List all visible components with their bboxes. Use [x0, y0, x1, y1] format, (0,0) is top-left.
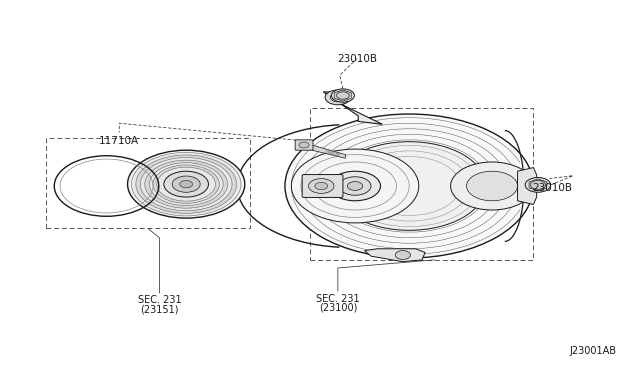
Circle shape — [285, 114, 534, 258]
Circle shape — [467, 171, 518, 201]
FancyBboxPatch shape — [454, 201, 472, 208]
FancyBboxPatch shape — [346, 164, 364, 171]
FancyBboxPatch shape — [369, 214, 387, 221]
Circle shape — [140, 158, 232, 211]
FancyBboxPatch shape — [401, 218, 418, 226]
Text: 23010B: 23010B — [532, 183, 573, 193]
Circle shape — [330, 171, 381, 201]
Circle shape — [330, 93, 346, 102]
Polygon shape — [518, 167, 537, 205]
FancyBboxPatch shape — [463, 182, 480, 190]
Polygon shape — [365, 249, 425, 262]
Circle shape — [149, 163, 223, 206]
Polygon shape — [323, 92, 383, 124]
FancyBboxPatch shape — [432, 214, 449, 221]
FancyBboxPatch shape — [346, 201, 364, 208]
Circle shape — [348, 182, 363, 190]
FancyBboxPatch shape — [401, 146, 418, 154]
FancyBboxPatch shape — [454, 164, 472, 171]
FancyBboxPatch shape — [295, 140, 313, 150]
Circle shape — [395, 251, 410, 260]
Circle shape — [339, 177, 371, 195]
Circle shape — [299, 142, 309, 148]
FancyBboxPatch shape — [369, 151, 387, 158]
Circle shape — [451, 162, 534, 210]
FancyBboxPatch shape — [302, 174, 343, 198]
Circle shape — [164, 171, 209, 197]
Circle shape — [153, 165, 220, 203]
Circle shape — [136, 155, 237, 213]
Circle shape — [333, 142, 486, 230]
Text: J23001AB: J23001AB — [570, 346, 616, 356]
Circle shape — [291, 149, 419, 223]
Circle shape — [145, 160, 228, 208]
FancyBboxPatch shape — [432, 151, 449, 158]
Circle shape — [531, 180, 545, 189]
Text: SEC. 231: SEC. 231 — [138, 295, 181, 305]
Circle shape — [131, 153, 241, 216]
Circle shape — [525, 177, 550, 192]
Polygon shape — [310, 145, 346, 158]
Text: SEC. 231: SEC. 231 — [316, 294, 360, 304]
Circle shape — [325, 90, 351, 105]
Text: (23100): (23100) — [319, 303, 357, 313]
Text: 23010B: 23010B — [337, 54, 377, 64]
Text: (23151): (23151) — [140, 305, 179, 315]
Circle shape — [315, 182, 328, 190]
Circle shape — [334, 95, 342, 100]
Circle shape — [337, 92, 349, 99]
Circle shape — [172, 176, 200, 192]
FancyBboxPatch shape — [338, 182, 355, 190]
Circle shape — [180, 180, 193, 188]
Circle shape — [308, 179, 334, 193]
Circle shape — [332, 89, 355, 102]
Text: 11710A: 11710A — [99, 136, 140, 146]
Circle shape — [157, 167, 216, 201]
Circle shape — [127, 150, 245, 218]
